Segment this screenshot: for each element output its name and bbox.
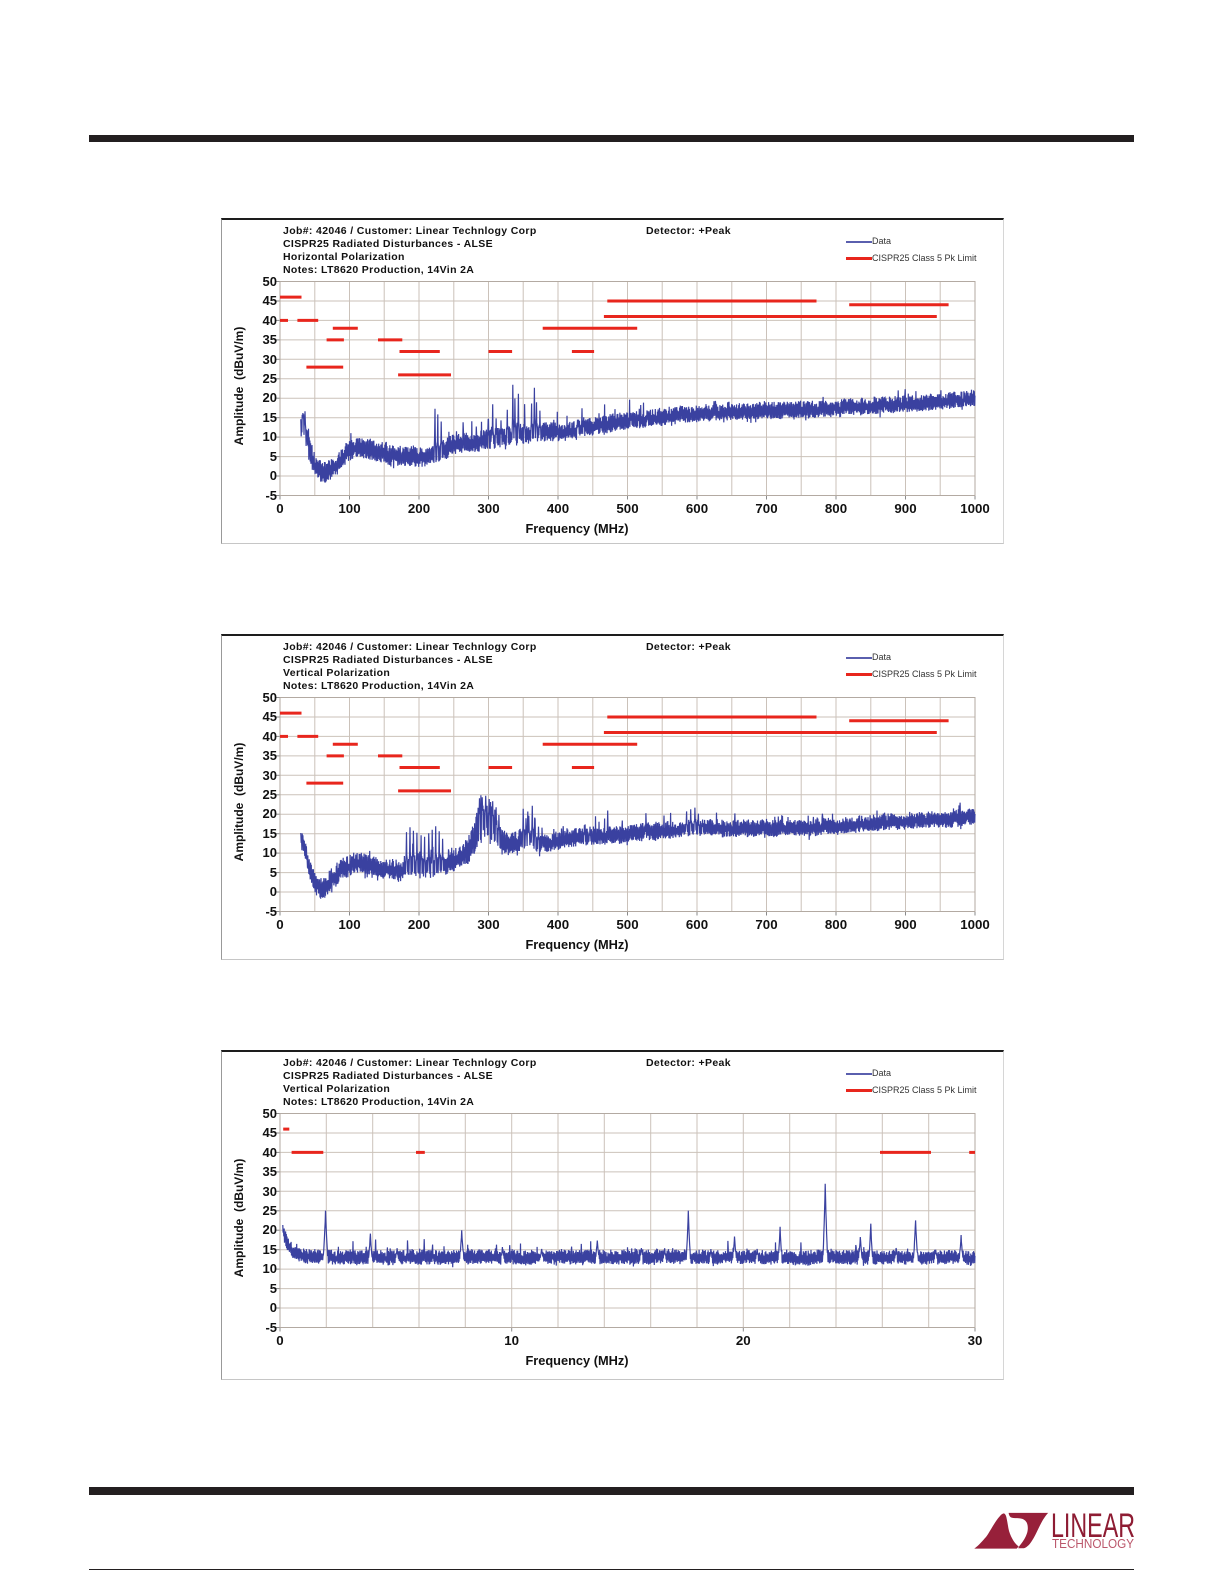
svg-text:LINEAR: LINEAR [1051, 1508, 1135, 1545]
svg-text:TECHNOLOGY: TECHNOLOGY [1052, 1537, 1135, 1551]
